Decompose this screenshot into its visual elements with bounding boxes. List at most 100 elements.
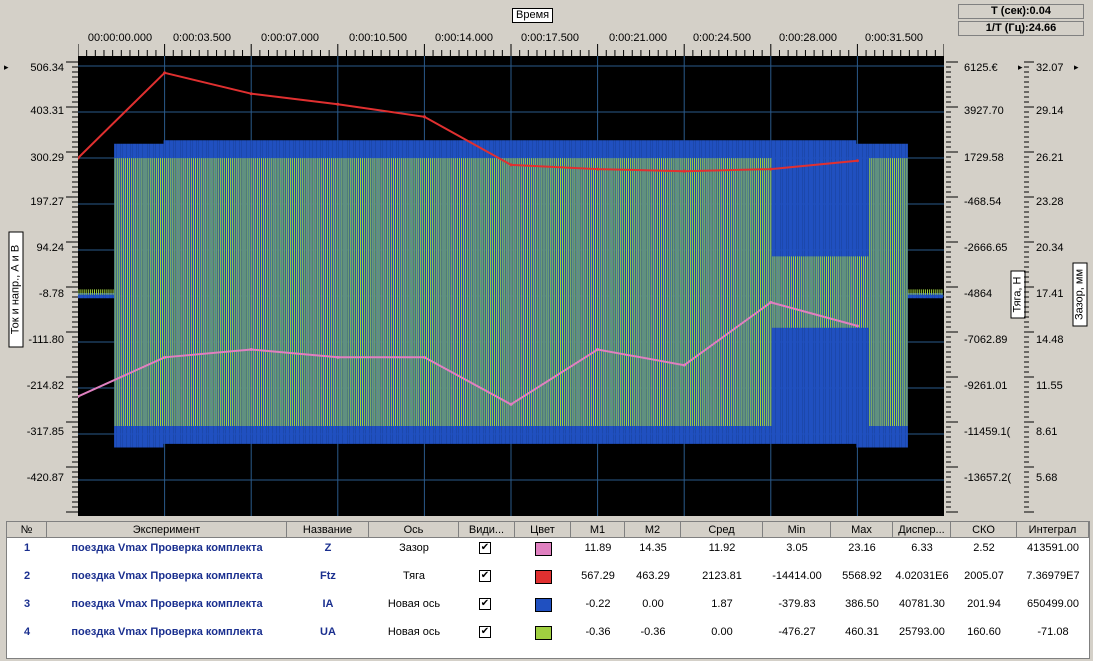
visible-checkbox[interactable]: ✔ (479, 598, 491, 610)
series-z (78, 300, 859, 406)
cell-avg: 2123.81 (702, 570, 742, 582)
cell-max: 5568.92 (842, 570, 882, 582)
series-ftz-point (682, 169, 686, 173)
series-ftz-point (422, 115, 426, 119)
cell-sko: 201.94 (967, 598, 1001, 610)
visible-checkbox[interactable]: ✔ (479, 626, 491, 638)
cell-axis: Новая ось (387, 598, 441, 610)
series-ftz-point (509, 163, 513, 167)
cell-avg: 1.87 (711, 598, 733, 610)
col-header-m2[interactable]: M2 (625, 522, 681, 538)
series-z-point (596, 347, 600, 351)
series-ua (78, 158, 943, 426)
color-swatch[interactable] (535, 598, 552, 612)
series-z-point (249, 347, 253, 351)
right-tick: 11.55 (1036, 380, 1063, 392)
x-tick: 0:00:24.500 (692, 32, 752, 44)
right-tick: 8.61 (1036, 426, 1058, 438)
x-tick: 0:00:28.000 (778, 32, 838, 44)
series-ftz-point (78, 156, 80, 160)
col-header-min[interactable]: Min (763, 522, 831, 538)
col-header-integral[interactable]: Интеграл (1017, 522, 1089, 538)
right-tick: 14.48 (1036, 334, 1064, 346)
cell-m2: -0.36 (640, 626, 666, 638)
col-header-visible[interactable]: Види... (459, 522, 515, 538)
right-tick: 29.14 (1036, 105, 1064, 117)
x-axis-label: Время (512, 8, 554, 23)
mid-scroll-arrow-icon[interactable]: ▸ (1018, 62, 1023, 72)
series-z-point (78, 395, 80, 399)
cell-name: UA (320, 626, 336, 638)
mid-tick: -13657.2( (964, 472, 1012, 484)
right-tick: 32.07 (1036, 62, 1064, 74)
series-z-point (855, 324, 859, 328)
color-swatch[interactable] (535, 626, 552, 640)
right-tick: 5.68 (1036, 472, 1058, 484)
cell-sko: 2005.07 (964, 570, 1004, 582)
cell-m2: 463.29 (636, 570, 670, 582)
series-ftz-point (769, 167, 773, 171)
left-scroll-arrow-icon[interactable]: ▸ (4, 62, 9, 72)
x-tick: 0:00:21.000 (608, 32, 668, 44)
col-header-max[interactable]: Max (831, 522, 893, 538)
signal-plot[interactable] (78, 56, 944, 516)
series-ftz-point (249, 92, 253, 96)
color-swatch[interactable] (535, 542, 552, 556)
col-header-avg[interactable]: Сред (681, 522, 763, 538)
series-z-point (336, 355, 340, 359)
col-header-sko[interactable]: СКО (951, 522, 1017, 538)
cell-n: 4 (23, 626, 31, 638)
series-z-point (163, 355, 167, 359)
cell-axis: Тяга (403, 570, 425, 582)
left-tick: 506.34 (30, 62, 64, 74)
channels-table: № Эксперимент Название Ось Види... Цвет … (6, 521, 1090, 659)
x-tick: 0:00:17.500 (520, 32, 580, 44)
mid-tick: -468.54 (964, 196, 1002, 208)
color-swatch[interactable] (535, 570, 552, 584)
cell-m1: 567.29 (581, 570, 615, 582)
col-header-axis[interactable]: Ось (369, 522, 459, 538)
cell-disp: 4.02031E6 (895, 570, 949, 582)
left-tick: 94.24 (36, 242, 64, 254)
visible-checkbox[interactable]: ✔ (479, 542, 491, 554)
x-tick: 0:00:31.500 (864, 32, 924, 44)
cell-name: IA (322, 598, 334, 610)
col-header-m1[interactable]: M1 (571, 522, 625, 538)
right-scroll-arrow-icon[interactable]: ▸ (1074, 62, 1079, 72)
series-ftz-line (78, 71, 858, 173)
cell-m1: -0.36 (585, 626, 611, 638)
left-tick: 300.29 (30, 152, 64, 164)
left-tick: 403.31 (30, 105, 64, 117)
mid-tick: 3927.70 (964, 105, 1004, 117)
cell-m1: 11.89 (584, 542, 612, 554)
col-header-name[interactable]: Название (287, 522, 369, 538)
cell-integ: 413591.00 (1027, 542, 1079, 554)
right-tick: 26.21 (1036, 152, 1064, 164)
left-tick: -317.85 (26, 426, 64, 438)
cell-name: Z (324, 542, 332, 554)
x-ruler[interactable] (78, 44, 944, 56)
x-tick: 0:00:03.500 (172, 32, 232, 44)
col-header-color[interactable]: Цвет (515, 522, 571, 538)
x-tick: 0:00:07.000 (260, 32, 320, 44)
mid-tick: 1729.58 (964, 152, 1004, 164)
cell-name: Ftz (320, 570, 336, 582)
mid-ruler[interactable] (946, 56, 958, 516)
left-tick: -214.82 (26, 380, 64, 392)
col-header-dispersion[interactable]: Диспер... (893, 522, 951, 538)
x-tick: 0:00:14.000 (434, 32, 494, 44)
cell-m1: -0.22 (585, 598, 611, 610)
right-ruler[interactable] (1024, 56, 1034, 516)
cell-max: 460.31 (845, 626, 879, 638)
series-ftz (78, 71, 859, 173)
cell-exp: поездка Vmax Проверка комплекта (71, 598, 263, 610)
col-header-num[interactable]: № (7, 522, 47, 538)
visible-checkbox[interactable]: ✔ (479, 570, 491, 582)
left-ruler[interactable] (66, 56, 78, 516)
cell-axis: Зазор (399, 542, 429, 554)
mid-tick: -4864 (964, 288, 993, 300)
col-header-experiment[interactable]: Эксперимент (47, 522, 287, 538)
cell-integ: 7.36979E7 (1026, 570, 1080, 582)
right-tick: 23.28 (1036, 196, 1064, 208)
cell-min: -14414.00 (772, 570, 822, 582)
